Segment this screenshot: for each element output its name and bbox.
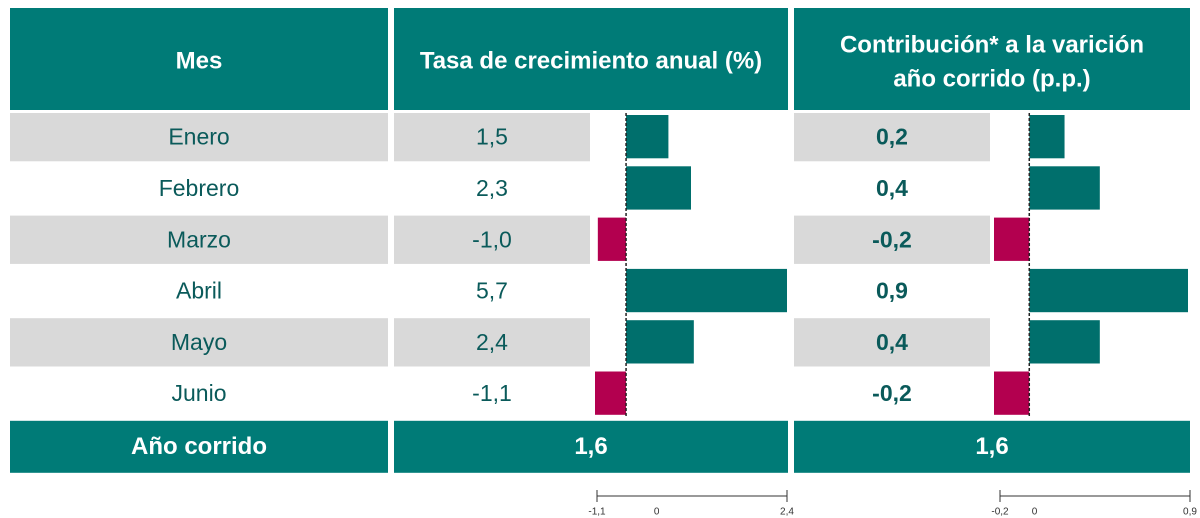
growth-cell: 2,3 (476, 175, 508, 201)
growth-cell: 1,5 (476, 124, 508, 150)
row-bg (394, 369, 590, 418)
month-cell: Abril (176, 278, 222, 304)
row-bg (794, 369, 990, 418)
month-cell: Marzo (167, 226, 231, 252)
total-bg (794, 420, 1190, 473)
row-bg (794, 113, 990, 162)
contribution-cell: -0,2 (872, 380, 912, 406)
month-cell: Enero (168, 124, 229, 150)
contribution-cell: 0,4 (876, 329, 908, 355)
bar (1029, 115, 1065, 159)
total-contribution: 1,6 (975, 433, 1008, 460)
month-cell: Junio (172, 380, 227, 406)
bar (626, 268, 787, 313)
total-bg (10, 420, 388, 473)
growth-cell: -1,0 (472, 226, 512, 252)
header-bg (794, 8, 1190, 110)
month-cell: Febrero (159, 175, 240, 201)
header-bg (10, 8, 388, 110)
contribution-cell: 0,9 (876, 278, 908, 304)
header-cell: año corrido (p.p.) (893, 65, 1090, 92)
bar (1029, 320, 1100, 364)
axis-label: 0 (1032, 507, 1038, 518)
row-bg (10, 266, 388, 316)
row-bg (10, 164, 388, 213)
bar (994, 217, 1030, 261)
total-growth: 1,6 (574, 433, 607, 460)
growth-cell: 2,4 (476, 329, 508, 355)
total-label: Año corrido (131, 433, 267, 460)
contribution-cell: -0,2 (872, 226, 912, 252)
header-cell: Tasa de crecimiento anual (%) (420, 47, 762, 74)
bar (994, 371, 1030, 415)
row-bg (394, 215, 590, 264)
header-bg (394, 8, 788, 110)
row-bg (794, 266, 990, 316)
contribution-cell: 0,4 (876, 175, 908, 201)
row-bg (10, 215, 388, 264)
axis-label: -0,2 (991, 507, 1009, 518)
total-bg (394, 420, 788, 473)
row-bg (10, 113, 388, 162)
row-bg (794, 164, 990, 213)
axis-label: -1,1 (588, 507, 606, 518)
row-bg (10, 369, 388, 418)
bar (595, 371, 627, 415)
bar (1029, 166, 1100, 210)
header-cell: Contribución* a la varición (840, 31, 1144, 58)
bar (1029, 268, 1188, 313)
row-bg (794, 215, 990, 264)
row-bg (394, 113, 590, 162)
axis-label: 2,4 (780, 507, 794, 518)
row-bg (394, 266, 590, 316)
header-cell: Mes (176, 47, 223, 74)
row-bg (394, 318, 590, 367)
growth-cell: -1,1 (472, 380, 512, 406)
month-cell: Mayo (171, 329, 227, 355)
bar (597, 217, 627, 261)
contribution-cell: 0,2 (876, 124, 908, 150)
row-bg (394, 164, 590, 213)
growth-cell: 5,7 (476, 278, 508, 304)
bar (626, 320, 694, 364)
bar (626, 115, 669, 159)
bar (626, 166, 691, 210)
row-bg (794, 318, 990, 367)
axis-label: 0 (654, 507, 660, 518)
row-bg (10, 318, 388, 367)
axis-label: 0,9 (1183, 507, 1197, 518)
